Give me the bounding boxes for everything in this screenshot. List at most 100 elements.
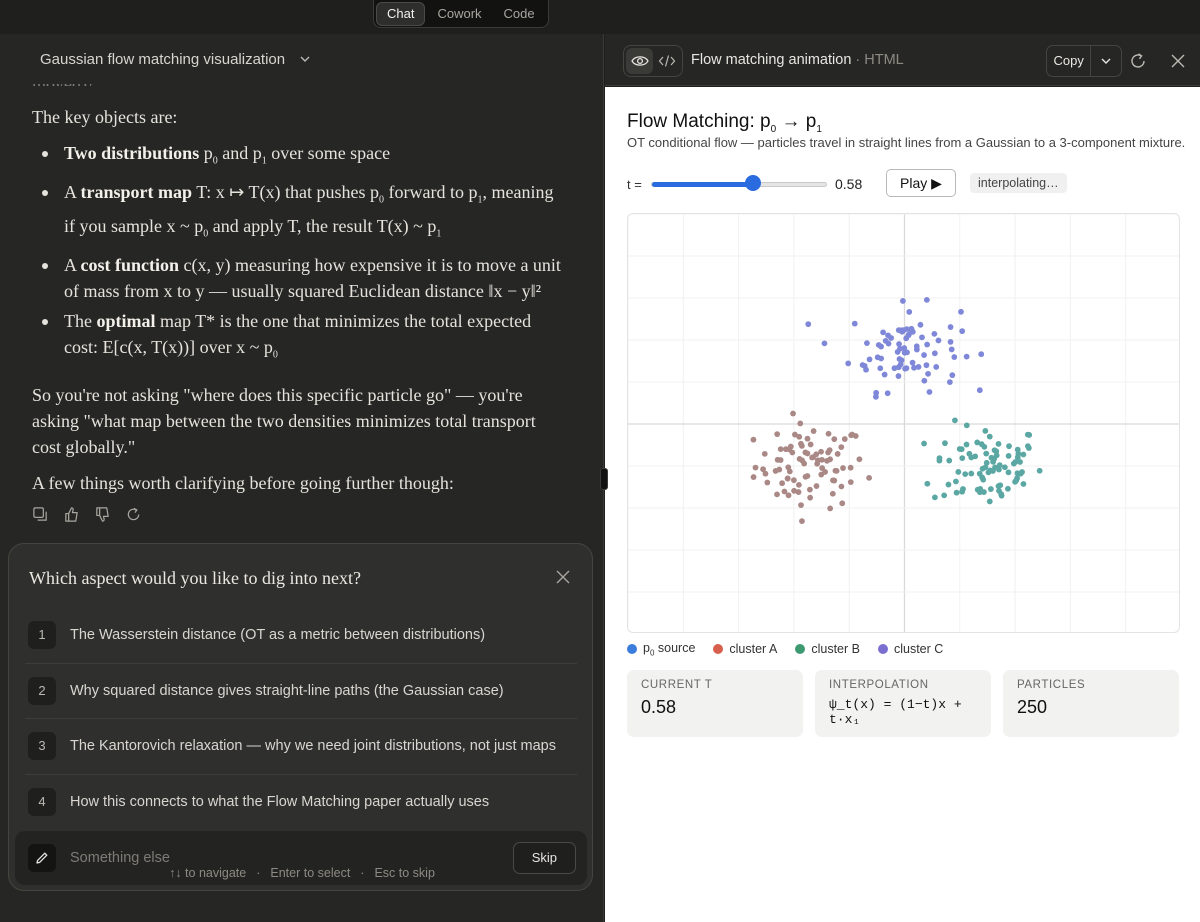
particle-point <box>807 441 814 448</box>
refresh-icon[interactable] <box>1128 51 1148 71</box>
particle-point <box>752 464 759 471</box>
t-slider[interactable] <box>651 182 827 187</box>
copy-button-group: Copy <box>1046 45 1122 77</box>
option-label: How this connects to what the Flow Match… <box>70 794 490 811</box>
tab-chat[interactable]: Chat <box>376 2 426 26</box>
t-slider-thumb[interactable] <box>745 175 762 191</box>
close-icon[interactable] <box>1169 52 1187 70</box>
option-label: The Wasserstein distance (OT as a metric… <box>70 627 486 644</box>
particle-point <box>983 459 990 466</box>
particle-point <box>807 494 814 501</box>
particle-point <box>974 439 981 446</box>
particle-point <box>963 441 970 448</box>
something-else-input[interactable] <box>70 850 490 866</box>
option-2[interactable]: 2 Why squared distance gives straight-li… <box>25 664 577 719</box>
close-icon[interactable] <box>554 568 572 586</box>
particle-point <box>990 458 997 465</box>
code-icon[interactable] <box>653 48 680 74</box>
particle-point <box>1036 467 1043 474</box>
stat-label: CURRENT T <box>641 679 713 691</box>
particle-point <box>946 379 953 386</box>
thumbs-up-icon[interactable] <box>63 506 80 523</box>
particle-point <box>777 446 784 453</box>
particle-point <box>931 330 938 337</box>
artifact-subtitle: OT conditional flow — particles travel i… <box>627 135 1186 150</box>
option-1[interactable]: 1 The Wasserstein distance (OT as a metr… <box>25 608 577 664</box>
particle-point <box>799 518 805 525</box>
question-title: Which aspect would you like to dig into … <box>29 568 361 588</box>
chevron-down-icon[interactable] <box>299 53 311 65</box>
particle-point <box>945 481 952 488</box>
particle-point <box>838 483 845 490</box>
particle-point <box>822 469 828 475</box>
particle-point <box>1014 454 1021 461</box>
particle-point <box>942 440 948 447</box>
legend-swatch <box>627 644 637 655</box>
play-button[interactable]: Play ▶ <box>886 169 956 197</box>
pane-resize-handle[interactable] <box>600 468 608 490</box>
stat-particles: PARTICLES 250 <box>1003 670 1179 737</box>
option-3[interactable]: 3 The Kantorovich relaxation — why we ne… <box>25 719 577 775</box>
skip-button[interactable]: Skip <box>512 842 576 874</box>
particle-point <box>997 482 1004 489</box>
view-toggle <box>623 45 683 77</box>
particle-point <box>838 444 845 451</box>
artifact-title: Flow matching animation · HTML <box>691 52 904 68</box>
retry-icon[interactable] <box>125 506 142 523</box>
option-number: 3 <box>28 732 56 761</box>
particle-point <box>784 475 791 482</box>
particle-point <box>829 490 836 497</box>
particle-point <box>917 321 924 328</box>
bullet-item: A cost function c(x, y) measuring how ex… <box>32 252 562 304</box>
particle-point <box>980 476 987 483</box>
plot-canvas <box>628 214 1179 632</box>
particle-point <box>834 451 841 457</box>
bullet-item: A transport map T: x ↦ T(x) that pushes … <box>32 179 562 248</box>
particle-point <box>830 477 836 484</box>
particle-point <box>904 349 910 356</box>
particle-point <box>764 479 771 486</box>
legend-swatch <box>795 644 806 655</box>
particle-point <box>919 334 925 341</box>
particle-point <box>953 489 960 496</box>
particle-point <box>951 354 958 360</box>
particle-point <box>921 440 927 447</box>
question-card: Which aspect would you like to dig into … <box>8 543 593 891</box>
particle-point <box>878 343 884 350</box>
chat-title[interactable]: Gaussian flow matching visualization <box>40 50 286 68</box>
particle-point <box>798 440 804 447</box>
particle-point <box>998 491 1005 498</box>
particle-point <box>810 428 817 434</box>
particle-point <box>905 331 912 338</box>
particle-point <box>1024 443 1031 450</box>
particle-point <box>849 431 856 438</box>
particle-point <box>885 332 891 339</box>
particle-point <box>1005 485 1011 492</box>
chevron-down-icon[interactable] <box>1091 46 1121 76</box>
copy-button[interactable]: Copy <box>1047 46 1092 76</box>
tab-code[interactable]: Code <box>503 6 535 21</box>
particle-point <box>1024 431 1031 438</box>
particle-point <box>774 431 781 438</box>
particle-point <box>874 354 881 361</box>
particle-point <box>833 467 840 474</box>
option-4[interactable]: 4 How this connects to what the Flow Mat… <box>25 775 577 831</box>
particle-point <box>948 346 955 353</box>
option-label: The Kantorovich relaxation — why we need… <box>70 738 556 755</box>
particle-point <box>847 479 854 486</box>
copy-icon[interactable] <box>32 506 49 523</box>
particle-point <box>906 309 913 315</box>
artifact-name: Flow matching animation <box>691 52 852 68</box>
particle-point <box>915 364 922 370</box>
particle-point <box>1019 469 1025 475</box>
particle-point <box>903 326 910 332</box>
particle-point <box>884 390 891 397</box>
particle-point <box>804 450 811 457</box>
eye-icon[interactable] <box>626 48 653 74</box>
tab-cowork[interactable]: Cowork <box>437 6 482 21</box>
particle-point <box>947 324 954 330</box>
message-actions <box>32 506 142 523</box>
hint-select: Enter to select <box>270 866 351 880</box>
particle-point <box>792 431 798 438</box>
thumbs-down-icon[interactable] <box>94 506 111 523</box>
